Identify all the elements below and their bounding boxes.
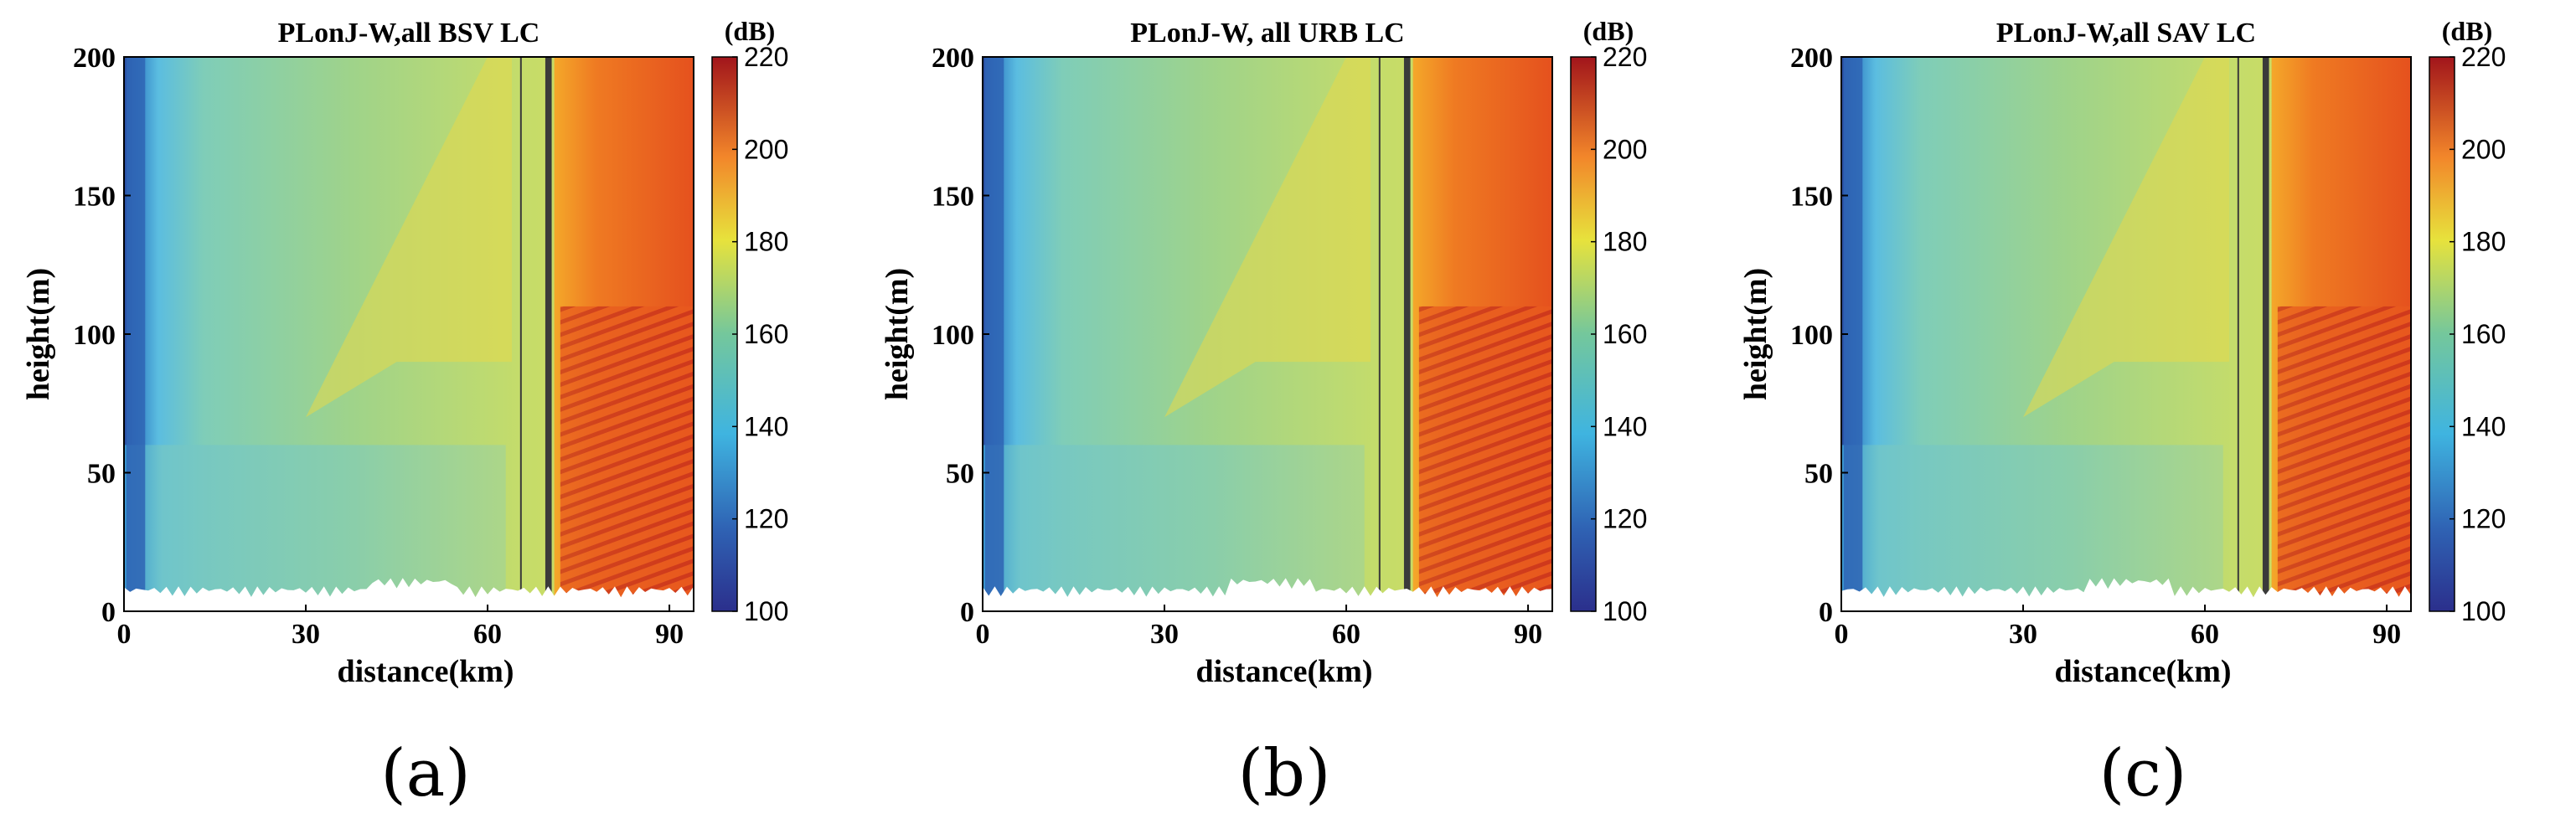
- colorbar-tick-label: 100: [1603, 596, 1647, 626]
- x-tick-label: 60: [2191, 619, 2219, 650]
- terrain-mask: [1841, 578, 2411, 611]
- x-tick-label: 60: [473, 619, 502, 650]
- colorbar-unit: (dB): [1583, 16, 1634, 46]
- colorbar-tick-label: 120: [2461, 504, 2506, 534]
- panel-a: PLonJ-W,all BSV LC 0 30 60 90 0 50 100 150 200 dis…: [0, 0, 859, 829]
- x-tick-label: 30: [2009, 619, 2037, 650]
- y-tick-label: 150: [932, 182, 974, 213]
- y-tick-label: 200: [73, 43, 116, 74]
- colorbar-tick-label: 200: [2461, 134, 2506, 164]
- y-tick-label: 0: [1819, 597, 1833, 628]
- terrain-mask: [124, 578, 694, 611]
- x-tick-label: 0: [976, 619, 990, 650]
- x-tick-label: 90: [655, 619, 684, 650]
- colorbar-tick-label: 100: [744, 596, 788, 626]
- y-tick-label: 150: [1790, 182, 1833, 213]
- x-tick-label: 60: [1332, 619, 1360, 650]
- y-tick-label: 150: [73, 182, 116, 213]
- field-blue-edge: [1843, 57, 1863, 611]
- field-streak-region: [2023, 57, 2229, 418]
- panel-caption: (b): [1238, 736, 1331, 811]
- colorbar: 100 120 140 160 180 200 220(dB): [2429, 16, 2506, 626]
- colorbar-unit: (dB): [2442, 16, 2492, 46]
- colorbar-tick-label: 200: [1603, 134, 1647, 164]
- colorbar-tick-label: 140: [744, 411, 788, 441]
- colorbar-tick-label: 120: [744, 504, 788, 534]
- panel-b: PLonJ-W, all URB LC 0 30 60 90 0 50 100 150 200 di…: [859, 0, 1717, 829]
- x-tick-label: 0: [1835, 619, 1849, 650]
- colorbar-unit: (dB): [725, 16, 775, 46]
- y-axis-label: height(m): [1738, 268, 1773, 400]
- chart-title: PLonJ-W,all BSV LC: [278, 18, 540, 49]
- chart-title: PLonJ-W,all SAV LC: [1996, 18, 2256, 49]
- colorbar-tick-label: 120: [1603, 504, 1647, 534]
- x-tick-label: 30: [1150, 619, 1179, 650]
- y-tick-label: 50: [87, 459, 116, 490]
- colorbar-tick-label: 160: [2461, 319, 2506, 349]
- colorbar: 100 120 140 160 180 200 220(dB): [711, 16, 788, 626]
- field-blue-edge: [126, 57, 146, 611]
- heatmap-field: [124, 57, 694, 611]
- x-axis-label: distance(km): [337, 654, 514, 689]
- colorbar-tick-label: 160: [1603, 319, 1647, 349]
- field-streak-region: [1164, 57, 1371, 418]
- colorbar-tick-label: 100: [2461, 596, 2506, 626]
- colorbar-tick-label: 180: [744, 227, 788, 257]
- heatmap-chart: PLonJ-W,all SAV LC 0 30 60 90 0 50 100 150 200 dis…: [1738, 16, 2506, 811]
- chart-title: PLonJ-W, all URB LC: [1130, 18, 1404, 49]
- colorbar-tick-label: 180: [1603, 227, 1647, 257]
- colorbar-tick-label: 220: [2461, 42, 2506, 72]
- y-tick-label: 100: [73, 320, 116, 351]
- y-tick-label: 50: [946, 459, 974, 490]
- heatmap-chart: PLonJ-W,all BSV LC 0 30 60 90 0 50 100 150 200 dis…: [21, 16, 788, 811]
- colorbar-tick-label: 220: [744, 42, 788, 72]
- field-red-stripes: [1418, 306, 1552, 611]
- colorbar: 100 120 140 160 180 200 220(dB): [1570, 16, 1647, 626]
- x-tick-label: 30: [292, 619, 320, 650]
- heatmap-chart: PLonJ-W, all URB LC 0 30 60 90 0 50 100 150 200 di…: [880, 16, 1647, 811]
- y-axis-label: height(m): [21, 268, 56, 400]
- terrain-mask: [983, 578, 1552, 611]
- field-blue-edge: [984, 57, 1004, 611]
- colorbar-tick-label: 140: [2461, 411, 2506, 441]
- heatmap-field: [983, 57, 1552, 611]
- panel-c: PLonJ-W,all SAV LC 0 30 60 90 0 50 100 150 200 dis…: [1717, 0, 2576, 829]
- colorbar-tick-label: 200: [744, 134, 788, 164]
- panel-caption: (c): [2099, 736, 2187, 811]
- colorbar-tick-label: 140: [1603, 411, 1647, 441]
- heatmap-field: [1841, 57, 2411, 611]
- field-streak-region: [306, 57, 512, 418]
- field-red-stripes: [2277, 306, 2411, 611]
- colorbar-tick-label: 220: [1603, 42, 1647, 72]
- y-tick-label: 0: [101, 597, 116, 628]
- colorbar-tick-label: 160: [744, 319, 788, 349]
- y-tick-label: 200: [932, 43, 974, 74]
- x-tick-label: 0: [117, 619, 132, 650]
- x-axis-label: distance(km): [1195, 654, 1372, 689]
- x-tick-label: 90: [2372, 619, 2401, 650]
- y-tick-label: 50: [1804, 459, 1833, 490]
- y-tick-label: 100: [1790, 320, 1833, 351]
- colorbar-tick-label: 180: [2461, 227, 2506, 257]
- y-tick-label: 200: [1790, 43, 1833, 74]
- x-axis-label: distance(km): [2054, 654, 2231, 689]
- panel-caption: (a): [380, 736, 470, 811]
- y-tick-label: 0: [960, 597, 974, 628]
- y-tick-label: 100: [932, 320, 974, 351]
- x-tick-label: 90: [1514, 619, 1542, 650]
- field-red-stripes: [560, 306, 694, 611]
- y-axis-label: height(m): [880, 268, 915, 400]
